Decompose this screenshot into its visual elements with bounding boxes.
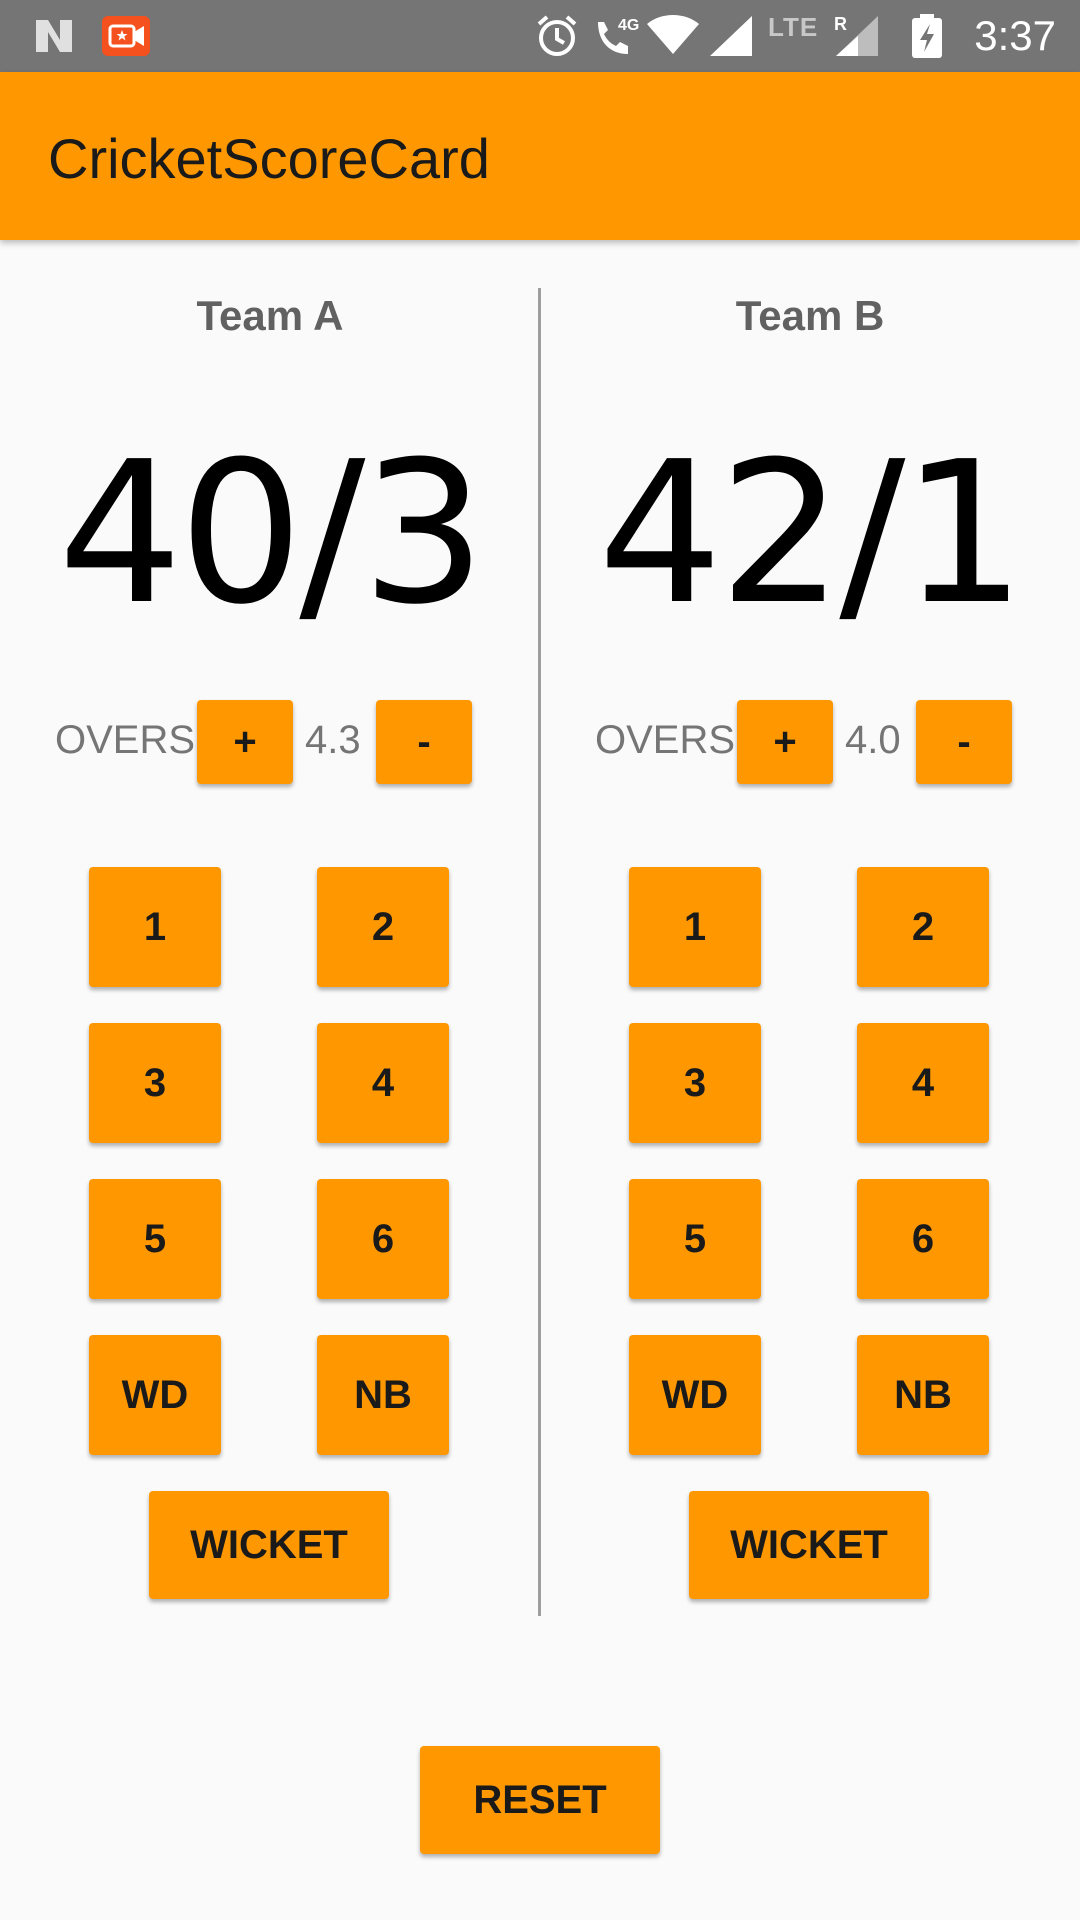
team-a-overs-label: OVERS — [55, 718, 196, 762]
team-a-wicket-button[interactable]: WICKET — [149, 1491, 389, 1599]
team-a-overs-value: 4.3 — [305, 718, 361, 762]
battery-charging-icon — [912, 14, 942, 58]
team-b-wicket-button[interactable]: WICKET — [689, 1491, 929, 1599]
app-bar: CricketScoreCard — [0, 72, 1080, 240]
team-a-panel: Team A 40/3 OVERS + 4.3 - 1 2 3 4 5 6 WD… — [0, 240, 540, 1640]
team-b-score: 42/1 — [597, 420, 1026, 648]
team-b-run-1-button[interactable]: 1 — [629, 867, 761, 987]
team-a-run-5-button[interactable]: 5 — [89, 1179, 221, 1299]
wifi-icon — [647, 15, 699, 54]
team-b-run-2-button[interactable]: 2 — [857, 867, 989, 987]
svg-text:R: R — [834, 14, 847, 34]
status-bar: 4G LTE R 3:37 — [0, 0, 1080, 72]
team-b-panel: Team B 42/1 OVERS + 4.0 - 1 2 3 4 5 6 WD… — [540, 240, 1080, 1640]
team-a-run-2-button[interactable]: 2 — [317, 867, 449, 987]
cell-signal-icon — [710, 16, 752, 56]
svg-text:4G: 4G — [618, 17, 639, 34]
team-a-overs-plus-button[interactable]: + — [197, 700, 293, 784]
team-b-run-6-button[interactable]: 6 — [857, 1179, 989, 1299]
reset-button[interactable]: RESET — [420, 1746, 660, 1854]
team-a-score: 40/3 — [57, 420, 486, 648]
team-a-run-3-button[interactable]: 3 — [89, 1023, 221, 1143]
team-b-name: Team B — [735, 292, 885, 339]
volte-call-icon: 4G — [598, 17, 639, 54]
team-a-name: Team A — [196, 292, 344, 339]
clock: 3:37 — [974, 12, 1056, 59]
team-a-run-6-button[interactable]: 6 — [317, 1179, 449, 1299]
team-b-run-3-button[interactable]: 3 — [629, 1023, 761, 1143]
team-b-run-5-button[interactable]: 5 — [629, 1179, 761, 1299]
team-b-wide-button[interactable]: WD — [629, 1335, 761, 1455]
alarm-icon — [537, 15, 577, 56]
team-b-run-4-button[interactable]: 4 — [857, 1023, 989, 1143]
team-a-wide-button[interactable]: WD — [89, 1335, 221, 1455]
team-b-overs-value: 4.0 — [845, 718, 901, 762]
app-title: CricketScoreCard — [48, 127, 490, 190]
team-b-overs-plus-button[interactable]: + — [737, 700, 833, 784]
screen-recorder-icon — [102, 16, 150, 56]
team-b-overs-minus-button[interactable]: - — [916, 700, 1012, 784]
team-divider — [538, 288, 541, 1616]
team-a-no-ball-button[interactable]: NB — [317, 1335, 449, 1455]
team-b-no-ball-button[interactable]: NB — [857, 1335, 989, 1455]
team-a-overs-minus-button[interactable]: - — [376, 700, 472, 784]
n-notification-icon — [36, 20, 72, 52]
team-b-overs-label: OVERS — [595, 718, 736, 762]
lte-label: LTE — [768, 12, 819, 42]
roaming-signal-icon: R — [834, 14, 878, 56]
team-a-run-4-button[interactable]: 4 — [317, 1023, 449, 1143]
team-a-run-1-button[interactable]: 1 — [89, 867, 221, 987]
